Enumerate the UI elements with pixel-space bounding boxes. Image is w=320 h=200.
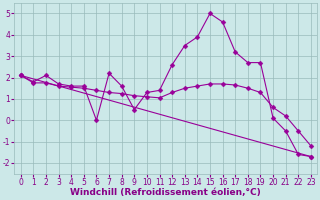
X-axis label: Windchill (Refroidissement éolien,°C): Windchill (Refroidissement éolien,°C) <box>70 188 261 197</box>
